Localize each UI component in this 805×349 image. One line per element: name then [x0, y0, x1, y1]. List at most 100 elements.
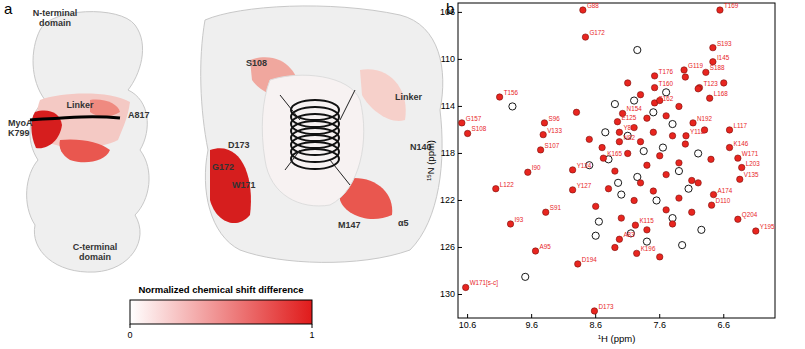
peak [625, 150, 631, 156]
peak [650, 129, 656, 135]
x-tick-label: 6.6 [718, 320, 731, 330]
figure: abN-terminaldomainLinkerA817MyoAK799C-te… [0, 0, 805, 349]
colorbar-tick-label: 0 [127, 330, 132, 340]
label-line: N-terminal [33, 8, 78, 18]
residue-label: M147 [338, 220, 361, 230]
peak [540, 131, 546, 137]
x-tick [531, 314, 532, 318]
peak-label: S108 [472, 125, 487, 132]
peak-label: K115 [639, 217, 654, 224]
peak [591, 308, 597, 314]
y-tick [458, 106, 462, 107]
peak [669, 120, 676, 127]
peak [683, 133, 689, 139]
peak-label: L203 [746, 160, 761, 167]
peak-label: V133 [547, 127, 562, 134]
peak [644, 227, 650, 233]
peak [537, 147, 543, 153]
peak [650, 188, 656, 194]
peak [612, 244, 618, 250]
peak [735, 216, 741, 222]
y-tick [458, 59, 462, 60]
peak [726, 144, 732, 150]
peak-label: S91 [550, 204, 562, 211]
peak [708, 156, 714, 162]
peak-label: N192 [697, 115, 713, 122]
peak-label: L122 [500, 181, 515, 188]
peak [569, 187, 575, 193]
peak [676, 160, 682, 166]
peak-label: Y124 [577, 162, 592, 169]
panel-label: a [4, 0, 13, 17]
peak [493, 186, 499, 192]
peak-label: K165 [607, 150, 622, 157]
peak [685, 185, 692, 192]
peak [644, 115, 650, 121]
peak [522, 273, 529, 280]
peak-label: G88 [587, 2, 599, 9]
x-axis-label: 1H (ppm) [598, 333, 636, 344]
myoa-peptide [30, 117, 120, 120]
peak [633, 250, 639, 256]
peak-label: G119 [688, 62, 703, 69]
colorbar-tick [312, 324, 313, 328]
y-tick [458, 294, 462, 295]
peak [676, 103, 682, 109]
peak [753, 228, 759, 234]
peak [651, 73, 657, 79]
peak [580, 7, 586, 13]
peak [634, 46, 641, 53]
peak [582, 34, 588, 40]
peak [614, 119, 620, 125]
peak-label: L117 [734, 122, 748, 129]
peak [632, 222, 638, 228]
colorbar [130, 300, 312, 324]
peak [616, 138, 622, 144]
y-tick-label: 126 [440, 242, 455, 252]
y-tick-label: 110 [441, 54, 455, 64]
peak-label: V135 [744, 171, 759, 178]
peak [611, 100, 618, 107]
peak [637, 180, 643, 186]
peak [600, 155, 606, 161]
shift-patch [31, 111, 62, 149]
peak [706, 95, 712, 101]
peak-label: L168 [714, 90, 729, 97]
peak-label: S188 [710, 64, 725, 71]
peak [595, 218, 602, 225]
peak [586, 136, 592, 142]
peak-label: A95 [539, 243, 551, 250]
peak [509, 103, 516, 110]
peak [695, 150, 702, 157]
peak [631, 97, 638, 104]
y-tick-label: 106 [440, 7, 455, 17]
peak [689, 177, 695, 183]
peak [682, 74, 688, 80]
peak-label: S96 [548, 115, 560, 122]
y-tick-label: 118 [441, 148, 455, 158]
peak [695, 180, 701, 186]
label-main: H (ppm) [601, 333, 635, 344]
peak [532, 248, 538, 254]
peak-label: D173 [598, 303, 614, 310]
peak [625, 80, 631, 86]
peak [616, 236, 622, 242]
residue-label: G172 [212, 162, 234, 172]
peak [644, 162, 650, 168]
peak [681, 67, 687, 73]
label-line: K799 [8, 128, 30, 138]
peak-label: Q204 [742, 211, 758, 219]
peak [618, 191, 625, 198]
peak [643, 238, 650, 245]
x-tick-label: 10.6 [459, 320, 477, 330]
peak-label: D194 [582, 256, 598, 263]
peak [631, 197, 637, 203]
peak-label: I145 [717, 54, 730, 61]
y-tick [458, 153, 462, 154]
peaks [459, 7, 759, 314]
peak-label: T123 [703, 80, 718, 87]
peak-label: Y195 [760, 223, 775, 230]
peak [676, 195, 682, 201]
peak [708, 202, 714, 208]
structure-label: MyoAK799 [8, 118, 33, 138]
